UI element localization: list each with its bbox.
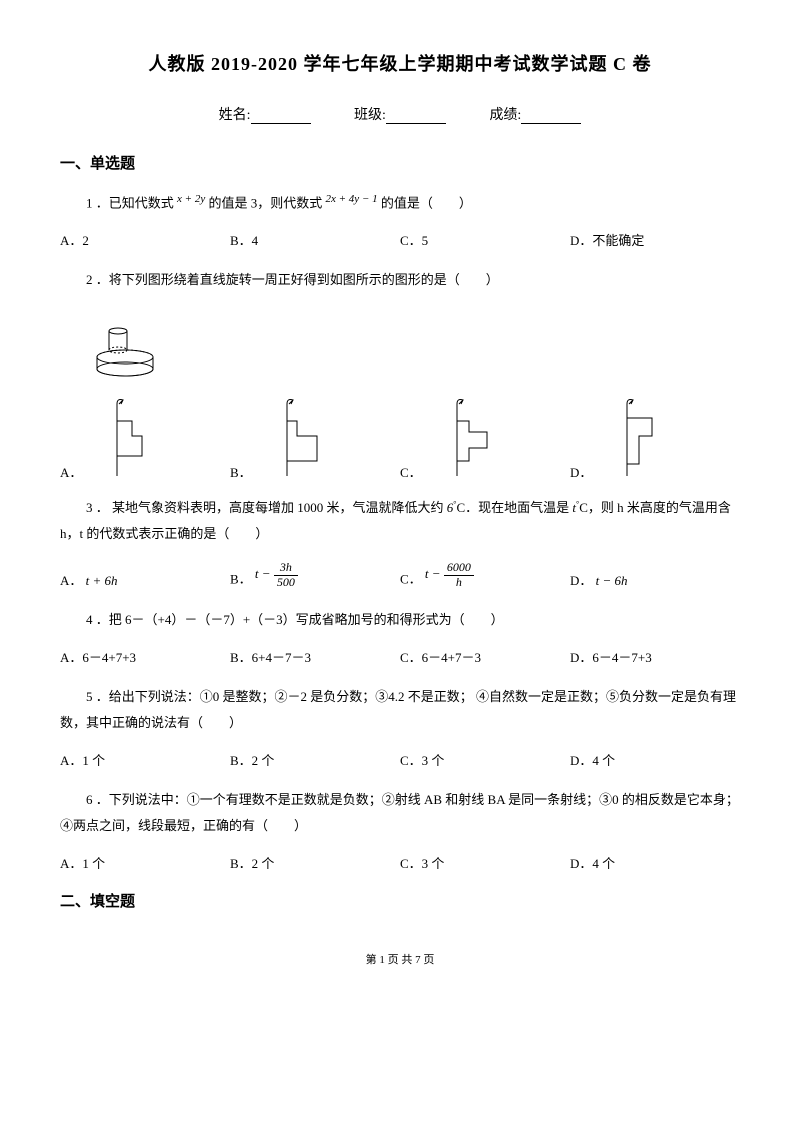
q3-opt-c-den: h — [444, 576, 474, 589]
page-container: 人教版 2019-2020 学年七年级上学期期中考试数学试题 C 卷 姓名: 班… — [0, 0, 800, 997]
q5-opt-b: B．2 个 — [230, 750, 400, 769]
q2-opt-c: C． — [400, 396, 570, 481]
question-5: 5 ．给出下列说法：①0 是整数；②－2 是负分数；③4.2 不是正数； ④自然… — [60, 684, 740, 736]
q1-opt-a: A．2 — [60, 230, 230, 249]
q6-opt-a: A．1 个 — [60, 853, 230, 872]
q3-opt-c-pre: t − — [425, 566, 444, 581]
q3-unit2-c: C — [579, 500, 588, 515]
q3-text-a: 3 ． 某地气象资料表明，高度每增加 1000 米，气温就降低大约 — [86, 500, 447, 515]
q2-opt-a: A． — [60, 396, 230, 481]
question-3: 3 ． 某地气象资料表明，高度每增加 1000 米，气温就降低大约 6°C．现在… — [60, 495, 740, 547]
q1-opt-b: B．4 — [230, 230, 400, 249]
page-footer: 第 1 页 共 7 页 — [60, 951, 740, 967]
score-blank — [521, 109, 581, 124]
q5-opt-d: D．4 个 — [570, 750, 740, 769]
class-blank — [386, 109, 446, 124]
name-blank — [251, 109, 311, 124]
q2-shape-c — [427, 396, 507, 481]
q6-options: A．1 个 B．2 个 C．3 个 D．4 个 — [60, 853, 740, 872]
q2-shape-d — [597, 396, 672, 481]
q3-opt-a-formula: t + 6h — [86, 573, 118, 588]
q3-opt-b-den: 500 — [274, 576, 298, 589]
q2-opt-a-label: A． — [60, 462, 82, 481]
q2-shape-b — [257, 396, 332, 481]
q2-opt-b: B． — [230, 396, 400, 481]
q2-opt-d: D． — [570, 396, 740, 481]
q2-opt-c-label: C． — [400, 462, 422, 481]
question-2: 2 ．将下列图形绕着直线旋转一周正好得到如图所示的图形的是（ ） — [60, 267, 740, 293]
page-title: 人教版 2019-2020 学年七年级上学期期中考试数学试题 C 卷 — [60, 50, 740, 76]
q3-opt-b-num: 3h — [274, 561, 298, 575]
q3-opt-b-formula: t − 3h500 — [255, 566, 298, 581]
q2-opt-d-label: D． — [570, 462, 592, 481]
section-2-header: 二、填空题 — [60, 890, 740, 911]
q5-opt-c: C．3 个 — [400, 750, 570, 769]
q1-text-b: 的值是 3，则代数式 — [205, 195, 325, 210]
q6-opt-b: B．2 个 — [230, 853, 400, 872]
q2-opt-b-label: B． — [230, 462, 252, 481]
question-1: 1 ．已知代数式 x + 2y 的值是 3，则代数式 2x + 4y − 1 的… — [60, 188, 740, 216]
student-info-line: 姓名: 班级: 成绩: — [60, 104, 740, 124]
q2-options: A． B． C． D． — [60, 396, 740, 481]
q6-opt-c: C．3 个 — [400, 853, 570, 872]
question-4: 4 ．把 6－（+4）－（－7）+（－3）写成省略加号的和得形式为（ ） — [60, 607, 740, 633]
q3-opt-b: B． t − 3h500 — [230, 561, 400, 588]
q3-opt-b-label: B． — [230, 572, 252, 587]
question-6: 6 ．下列说法中：①一个有理数不是正数就是负数；②射线 AB 和射线 BA 是同… — [60, 787, 740, 839]
q1-expr1: x + 2y — [177, 193, 205, 205]
q5-options: A．1 个 B．2 个 C．3 个 D．4 个 — [60, 750, 740, 769]
q3-opt-b-pre: t − — [255, 566, 274, 581]
q5-opt-a: A．1 个 — [60, 750, 230, 769]
q1-expr2: 2x + 4y − 1 — [325, 193, 377, 205]
q4-opt-a: A．6－4+7+3 — [60, 647, 230, 666]
q4-options: A．6－4+7+3 B．6+4－7－3 C．6－4+7－3 D．6－4－7+3 — [60, 647, 740, 666]
q3-options: A． t + 6h B． t − 3h500 C． t − 6000h D． t… — [60, 561, 740, 588]
score-label: 成绩: — [489, 108, 521, 123]
q3-unit1-c: C — [456, 500, 465, 515]
section-1-header: 一、单选题 — [60, 152, 740, 173]
q3-opt-a: A． t + 6h — [60, 570, 230, 589]
q4-opt-d: D．6－4－7+3 — [570, 647, 740, 666]
q3-opt-c-label: C． — [400, 572, 422, 587]
class-label: 班级: — [354, 108, 386, 123]
q1-opt-c: C．5 — [400, 230, 570, 249]
q3-opt-c-formula: t − 6000h — [425, 566, 474, 581]
name-label: 姓名: — [219, 108, 251, 123]
q1-text-a: 1 ．已知代数式 — [86, 195, 177, 210]
q3-text-b: ．现在地面气温是 — [465, 500, 572, 515]
q2-shape-a — [87, 396, 157, 481]
q4-opt-b: B．6+4－7－3 — [230, 647, 400, 666]
q6-opt-d: D．4 个 — [570, 853, 740, 872]
q1-text-c: 的值是（ ） — [378, 195, 472, 210]
q3-opt-c-num: 6000 — [444, 561, 474, 575]
q1-opt-d: D．不能确定 — [570, 230, 740, 249]
q3-opt-c: C． t − 6000h — [400, 561, 570, 588]
q2-solid-figure — [90, 317, 160, 377]
q3-opt-d: D． t − 6h — [570, 570, 740, 589]
q3-opt-d-label: D． — [570, 573, 592, 588]
q3-opt-a-label: A． — [60, 573, 82, 588]
q3-opt-d-formula: t − 6h — [596, 573, 628, 588]
q1-options: A．2 B．4 C．5 D．不能确定 — [60, 230, 740, 249]
q4-opt-c: C．6－4+7－3 — [400, 647, 570, 666]
